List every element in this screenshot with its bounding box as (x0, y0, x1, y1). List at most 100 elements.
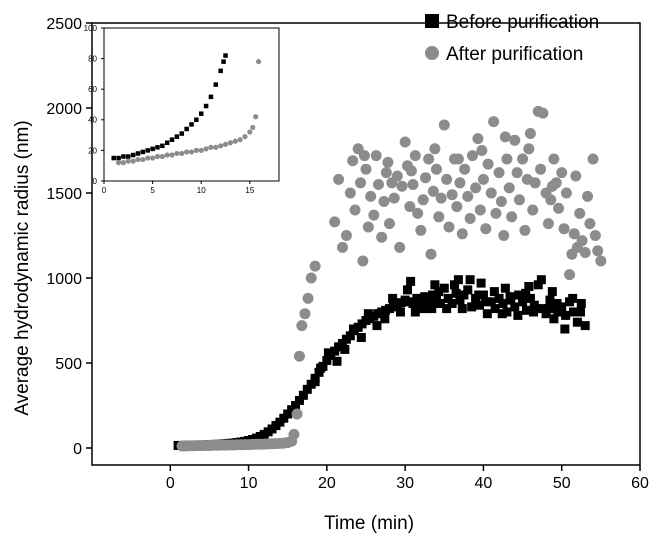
inset-point-after (255, 59, 262, 65)
main-point-after (296, 320, 308, 332)
inset-point-after (164, 152, 170, 158)
main-x-tick-label: 40 (475, 475, 493, 492)
main-point-after (360, 163, 372, 175)
inset-point-after (253, 114, 259, 120)
main-point-before (529, 300, 539, 310)
main-point-after (405, 165, 417, 177)
main-point-before (380, 314, 390, 324)
main-point-before (568, 307, 578, 317)
main-point-after (523, 143, 535, 155)
main-point-before (332, 356, 342, 366)
inset-point-after (218, 143, 224, 149)
inset-point-before (140, 149, 146, 155)
inset-y-tick-label: 100 (84, 24, 98, 33)
main-point-before (465, 275, 475, 285)
main-point-after (412, 207, 424, 219)
main-point-after (542, 218, 554, 230)
inset-point-before (184, 126, 189, 132)
main-point-after (459, 163, 471, 175)
main-point-before (529, 307, 539, 317)
main-point-before (427, 304, 437, 314)
main-point-before (442, 304, 452, 314)
main-point-after (340, 230, 352, 241)
inset-frame (103, 27, 280, 182)
main-x-tick-label: 60 (631, 475, 649, 492)
main-point-after (415, 224, 427, 236)
main-point-before (439, 283, 449, 293)
main-point-before (372, 321, 382, 331)
inset-point-before (130, 152, 136, 158)
main-point-after (482, 158, 494, 170)
main-point-after (333, 173, 345, 185)
inset-x-tick-label: 5 (150, 186, 155, 195)
inset-point-after (174, 150, 180, 157)
main-point-before (524, 282, 534, 291)
inset-y-tick-label: 80 (88, 54, 97, 63)
main-point-after (519, 224, 531, 236)
inset-point-before (221, 59, 226, 64)
main-point-after (548, 153, 560, 165)
main-point-before (486, 297, 496, 307)
main-point-after (355, 177, 367, 189)
inset-y-tick-label: 40 (88, 116, 97, 125)
main-point-after (288, 428, 300, 440)
main-point-before (424, 297, 434, 307)
main-point-after (383, 218, 395, 230)
main-point-before (561, 310, 571, 320)
main-y-tick-label: 2000 (46, 101, 82, 118)
main-point-after (553, 202, 565, 214)
main-point-after (493, 167, 505, 179)
main-point-after (337, 241, 349, 253)
inset-point-before (218, 68, 223, 74)
main-point-before (451, 288, 461, 298)
main-point-before (481, 297, 491, 307)
main-point-before (490, 304, 500, 314)
main-point-after (417, 194, 429, 206)
main-point-after (365, 190, 377, 202)
main-point-before (455, 295, 465, 305)
inset-x-tick-label: 15 (245, 186, 254, 195)
main-point-after (347, 155, 359, 167)
main-point-before (482, 309, 492, 319)
main-point-before (557, 302, 567, 312)
main-x-tick-label: 50 (553, 475, 571, 492)
main-point-after (305, 272, 317, 284)
main-point-after (545, 194, 557, 206)
inset-point-after (154, 153, 161, 160)
main-point-before (510, 302, 520, 312)
main-point-before (518, 297, 528, 307)
main-point-before (513, 310, 523, 320)
main-point-after (419, 172, 431, 184)
main-point-before (467, 302, 477, 312)
inset-point-after (184, 149, 190, 155)
main-point-after (452, 153, 464, 165)
main-point-after (513, 194, 525, 206)
main-point-before (447, 299, 457, 308)
main-point-before (475, 300, 485, 310)
main-point-after (503, 182, 515, 194)
main-point-before (310, 377, 320, 387)
main-point-after (592, 245, 604, 257)
main-point-after (568, 228, 580, 240)
main-point-before (302, 384, 312, 394)
main-point-before (514, 290, 524, 300)
main-point-after (589, 230, 601, 241)
main-point-after (358, 150, 370, 162)
main-point-after (425, 248, 437, 260)
inset-point-before (150, 146, 155, 152)
main-x-tick-label: 10 (240, 475, 258, 492)
main-x-tick-label: 0 (166, 475, 175, 492)
inset-point-before (164, 140, 170, 145)
main-point-after (368, 209, 380, 221)
main-point-before (502, 307, 512, 317)
main-point-after (560, 187, 572, 199)
main-point-after (466, 150, 478, 162)
inset-point-before (160, 143, 165, 149)
main-point-after (391, 170, 403, 182)
main-point-after (370, 150, 382, 162)
inset-point-before (194, 117, 199, 123)
main-point-after (511, 167, 523, 179)
inset-point-after (179, 150, 185, 157)
main-point-after (570, 170, 582, 182)
inset-point-before (198, 111, 204, 116)
